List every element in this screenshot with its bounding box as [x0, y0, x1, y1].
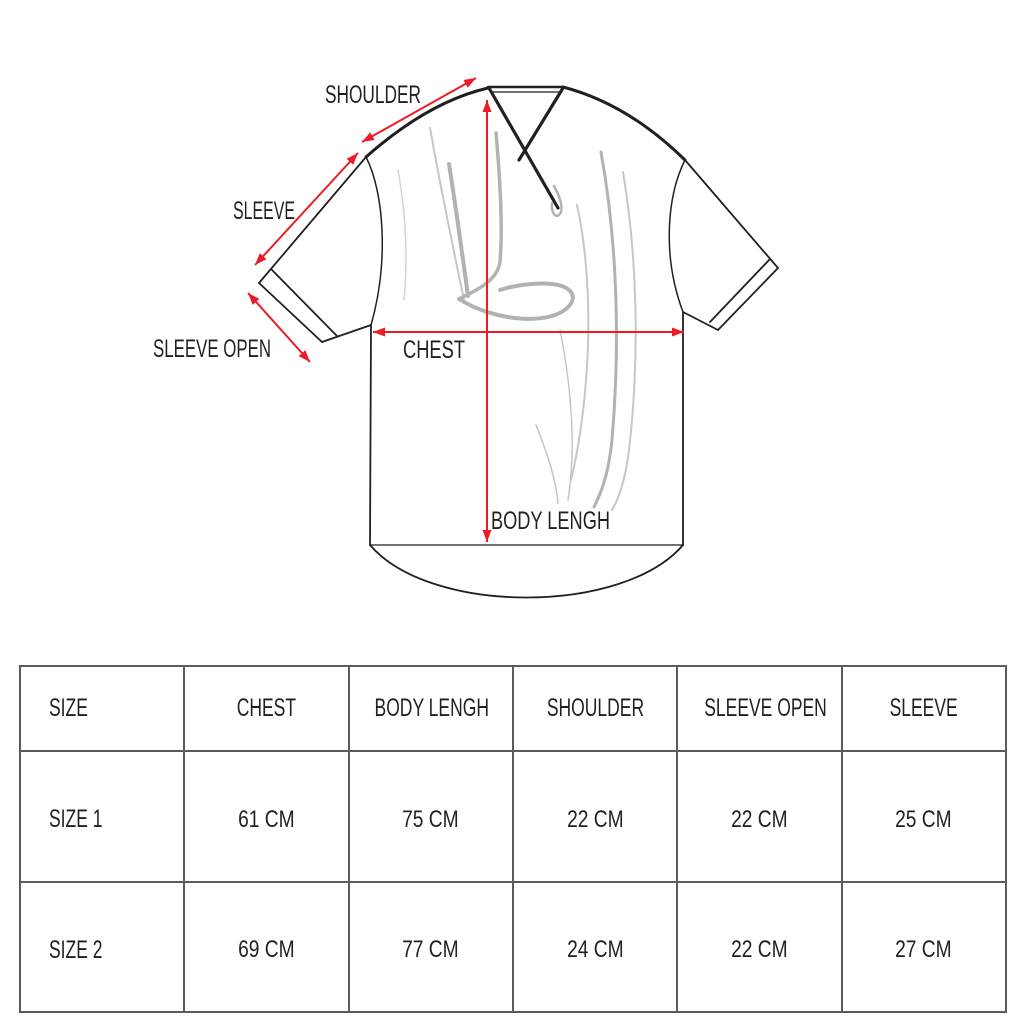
header-sleeve: SLEEVE: [840, 665, 1008, 752]
sleeve-top-right: [684, 159, 779, 269]
size2-sleeve-value: 27 CM: [840, 881, 1008, 1013]
cuff-outer-right: [717, 267, 779, 331]
header-size: SIZE: [18, 665, 186, 752]
body-length-label: BODY LENGH: [491, 507, 610, 535]
underarm-left: [321, 324, 372, 343]
size2-row: SIZE 2 69 CM 77 CM 24 CM 22 CM 27 CM: [18, 881, 1008, 1013]
sleeve-label: SLEEVE: [233, 197, 295, 225]
shoulder-arrow: [361, 77, 477, 143]
sleeve-open-arrow: [247, 292, 311, 363]
shoulder-label: SHOULDER: [325, 81, 421, 109]
header-sleeve-open: SLEEVE OPEN: [676, 665, 843, 752]
fabric-wrinkles: [397, 127, 637, 511]
size1-sleeve-open-value: 22 CM: [676, 750, 843, 883]
size-table-header-row: SIZE CHEST BODY LENGH SHOULDER SLEEVE OP…: [18, 665, 1008, 752]
shirt-measurement-diagram: SHOULDER SLEEVE SLEEVE OPEN CHEST BODY L…: [153, 77, 779, 599]
header-chest: CHEST: [183, 665, 350, 752]
size2-sleeve-open-value: 22 CM: [676, 881, 843, 1013]
shoulder-seam-right: [561, 85, 687, 162]
size1-row: SIZE 1 61 CM 75 CM 22 CM 22 CM 25 CM: [18, 750, 1008, 883]
armhole-left: [365, 156, 384, 326]
size1-chest-value: 61 CM: [183, 750, 350, 883]
armhole-right: [668, 159, 686, 313]
cuff-outer-left: [258, 282, 323, 343]
size2-body-length-value: 77 CM: [347, 881, 514, 1013]
size1-shoulder-value: 22 CM: [511, 750, 679, 883]
size1-sleeve-value: 25 CM: [840, 750, 1008, 883]
header-body-length: BODY LENGH: [347, 665, 514, 752]
body-side-left: [369, 324, 372, 546]
underarm-right: [682, 311, 719, 331]
measurement-arrows: [247, 77, 684, 542]
chest-label: CHEST: [403, 336, 465, 364]
measurement-labels: SHOULDER SLEEVE SLEEVE OPEN CHEST BODY L…: [153, 81, 610, 535]
header-shoulder: SHOULDER: [511, 665, 679, 752]
vneck-left-line: [487, 86, 560, 210]
size1-body-length-value: 75 CM: [347, 750, 514, 883]
sleeve-arrow: [254, 152, 359, 266]
size1-label: SIZE 1: [18, 750, 186, 883]
cuff-inner-right: [709, 258, 771, 323]
size2-label: SIZE 2: [18, 881, 186, 1013]
vneck-right-line: [517, 86, 565, 162]
size2-shoulder-value: 24 CM: [511, 881, 679, 1013]
sleeve-open-label: SLEEVE OPEN: [153, 335, 271, 363]
size-table: SIZE CHEST BODY LENGH SHOULDER SLEEVE OP…: [18, 665, 1008, 1013]
hem-curve: [369, 544, 684, 599]
size2-chest-value: 69 CM: [183, 881, 350, 1013]
